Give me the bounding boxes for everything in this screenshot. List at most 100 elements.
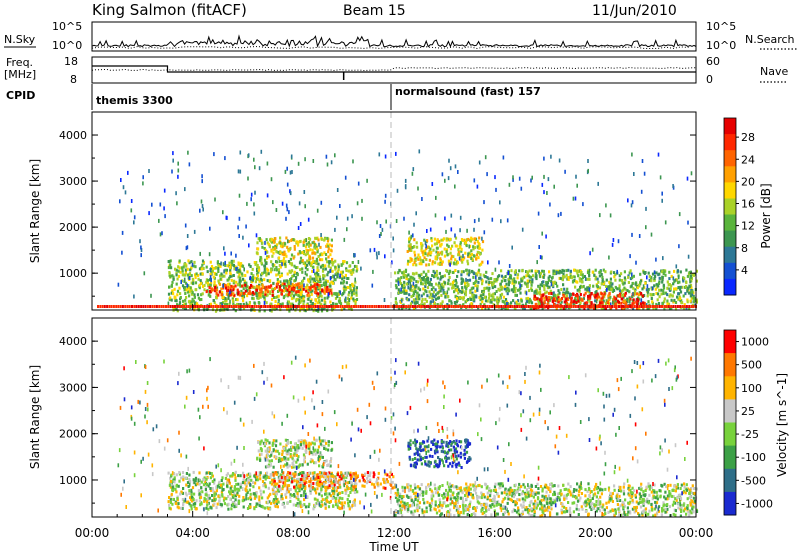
heatmap-cell — [276, 471, 279, 475]
heatmap-cell — [674, 278, 677, 282]
heatmap-cell — [345, 267, 348, 271]
heatmap-cell — [638, 283, 641, 287]
heatmap-cell — [184, 273, 187, 277]
heatmap-cell — [335, 485, 338, 489]
heatmap-cell — [246, 473, 249, 477]
heatmap-cell — [695, 269, 698, 273]
heatmap-cell — [672, 276, 675, 281]
heatmap-cell — [653, 276, 656, 280]
heatmap-cell — [290, 154, 293, 159]
heatmap-cell — [124, 190, 127, 195]
heatmap-cell — [412, 276, 415, 280]
heatmap-cell — [545, 234, 547, 239]
heatmap-cell — [331, 257, 334, 261]
heatmap-cell — [191, 262, 194, 267]
heatmap-cell — [520, 305, 523, 308]
heatmap-cell — [541, 269, 544, 273]
heatmap-cell — [422, 270, 425, 274]
heatmap-cell — [559, 276, 562, 280]
heatmap-cell — [664, 220, 667, 225]
heatmap-cell — [185, 476, 188, 480]
heatmap-cell — [452, 255, 455, 259]
heatmap-cell — [271, 293, 274, 297]
heatmap-cell — [603, 280, 606, 284]
heatmap-cell — [222, 482, 225, 486]
heatmap-cell — [220, 483, 223, 487]
heatmap-cell — [678, 280, 681, 284]
heatmap-cell — [496, 296, 499, 300]
heatmap-cell — [515, 302, 519, 306]
heatmap-cell — [216, 502, 219, 506]
heatmap-cell — [187, 305, 190, 308]
heatmap-cell — [514, 307, 517, 311]
heatmap-cell — [269, 290, 272, 294]
heatmap-cell — [283, 474, 286, 478]
heatmap-cell — [550, 154, 552, 159]
heatmap-cell — [334, 267, 337, 271]
heatmap-cell — [673, 269, 676, 273]
colorbar-segment — [724, 262, 736, 280]
heatmap-cell — [185, 483, 188, 487]
heatmap-cell — [260, 239, 263, 243]
heatmap-cell — [581, 298, 584, 302]
heatmap-cell — [436, 276, 439, 280]
heatmap-cell — [471, 291, 474, 295]
heatmap-cell — [588, 305, 591, 308]
heatmap-cell — [382, 305, 385, 308]
heatmap-cell — [615, 305, 618, 308]
heatmap-cell — [587, 294, 590, 298]
heatmap-cell — [267, 255, 270, 259]
heatmap-cell — [274, 296, 277, 299]
heatmap-cell — [347, 293, 350, 297]
heatmap-cell — [385, 219, 387, 224]
heatmap-cell — [190, 499, 194, 503]
heatmap-cell — [287, 471, 290, 474]
heatmap-cell — [413, 245, 416, 249]
heatmap-cell — [275, 499, 278, 503]
heatmap-cell — [438, 281, 441, 285]
heatmap-cell — [449, 262, 451, 267]
heatmap-cell — [239, 293, 242, 297]
heatmap-cell — [264, 288, 267, 292]
heatmap-cell — [289, 302, 292, 306]
heatmap-cell — [303, 498, 306, 502]
heatmap-cell — [437, 240, 440, 244]
heatmap-cell — [412, 281, 415, 286]
heatmap-cell — [404, 289, 407, 293]
heatmap-cell — [354, 277, 356, 282]
heatmap-cell — [440, 262, 443, 266]
heatmap-cell — [678, 286, 681, 290]
heatmap-cell — [173, 287, 176, 291]
heatmap-cell — [258, 498, 261, 502]
heatmap-cell — [448, 276, 451, 279]
heatmap-cell — [434, 213, 437, 218]
heatmap-cell — [446, 243, 449, 247]
heatmap-cell — [354, 474, 357, 478]
heatmap-cell — [426, 276, 429, 280]
heatmap-cell — [97, 305, 99, 308]
heatmap-cell — [651, 286, 654, 291]
heatmap-cell — [265, 238, 268, 242]
heatmap-cell — [309, 300, 312, 303]
heatmap-cell — [359, 305, 362, 308]
heatmap-cell — [259, 277, 262, 281]
heatmap-cell — [300, 285, 303, 289]
heatmap-cell — [471, 293, 474, 297]
heatmap-cell — [452, 285, 455, 289]
heatmap-cell — [599, 213, 601, 218]
heatmap-cell — [225, 292, 229, 296]
heatmap-cell — [542, 275, 545, 279]
heatmap-cell — [269, 238, 272, 242]
heatmap-cell — [164, 214, 166, 219]
heatmap-cell — [622, 288, 625, 292]
heatmap-cell — [347, 302, 351, 306]
heatmap-cell — [288, 309, 291, 313]
heatmap-cell — [362, 305, 364, 308]
heatmap-cell — [640, 189, 643, 194]
heatmap-cell — [171, 169, 173, 174]
heatmap-cell — [543, 285, 546, 289]
heatmap-cell — [244, 283, 247, 287]
heatmap-cell — [507, 283, 510, 287]
heatmap-cell — [323, 471, 326, 475]
heatmap-cell — [286, 182, 289, 187]
